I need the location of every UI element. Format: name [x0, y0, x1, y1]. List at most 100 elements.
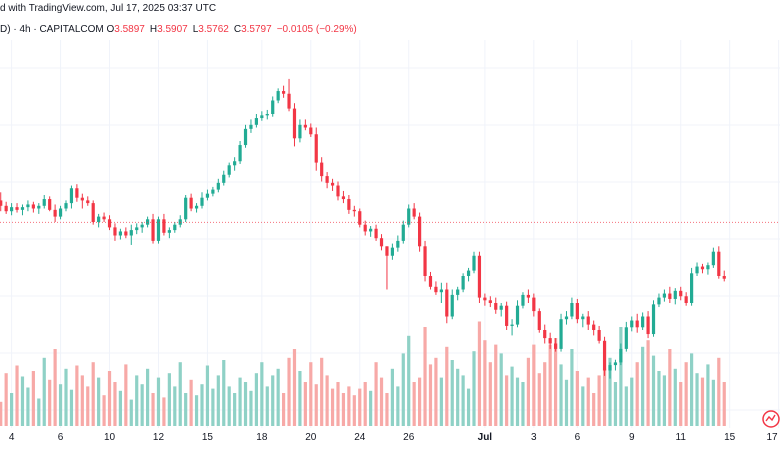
candle-body	[309, 127, 313, 135]
candle-body	[690, 273, 694, 303]
candle-body	[298, 124, 302, 139]
candle-body	[706, 265, 710, 270]
symbol-legend: D) · 4h · CAPITALCOM O3.5897 H3.5907 L3.57…	[0, 24, 362, 35]
volume-bar	[379, 377, 384, 426]
volume-bar	[298, 371, 302, 426]
volume-bar	[325, 375, 329, 426]
candle-body	[15, 207, 19, 210]
volume-bar	[320, 357, 324, 426]
candle-body	[412, 208, 416, 217]
volume-bar	[526, 357, 530, 426]
candle-body	[265, 114, 269, 116]
candle-body	[303, 124, 307, 128]
volume-bars	[0, 321, 726, 426]
volume-bar	[64, 368, 68, 426]
x-tick-label: 26	[403, 432, 415, 443]
volume-bar	[189, 379, 193, 426]
volume-bar	[472, 351, 476, 426]
candle-body	[548, 338, 552, 344]
candle-body	[37, 205, 41, 209]
ohlc-value: 3.5907	[157, 24, 188, 35]
volume-bar	[118, 390, 122, 426]
volume-bar	[477, 321, 482, 426]
candle-body	[238, 145, 242, 162]
candle-body	[554, 343, 558, 349]
volume-bar	[15, 365, 19, 426]
candle-body	[374, 228, 378, 239]
candle-body	[325, 176, 329, 183]
volume-bar	[330, 388, 335, 426]
candle-body	[684, 296, 688, 303]
volume-bar	[135, 375, 139, 426]
candle-body	[314, 134, 318, 163]
volume-bar	[494, 344, 498, 426]
candle-body	[472, 255, 476, 271]
candle-body	[619, 348, 623, 363]
candle-body	[135, 227, 139, 231]
candle-body	[330, 182, 335, 186]
volume-bar	[613, 382, 618, 426]
candle-body	[211, 189, 215, 194]
candle-body	[592, 324, 596, 330]
volume-bar	[53, 349, 57, 426]
volume-bar	[450, 360, 454, 426]
x-tick-label: 20	[305, 432, 317, 443]
candle-body	[173, 224, 177, 231]
volume-bar	[107, 371, 112, 426]
volume-bar	[265, 386, 269, 426]
ohlc-value: 3.5762	[198, 24, 229, 35]
candle-body	[156, 219, 161, 241]
volume-bar	[706, 364, 710, 426]
volume-bar	[515, 377, 520, 426]
candle-body	[418, 216, 422, 247]
volume-bar	[559, 364, 563, 426]
volume-bar	[211, 388, 215, 426]
candle-body	[200, 197, 204, 206]
volume-bar	[48, 379, 52, 426]
volume-bar	[184, 393, 188, 426]
x-tick-label: 17	[766, 432, 778, 443]
volume-bar	[651, 355, 656, 426]
candle-body	[521, 294, 525, 306]
candle-body	[379, 238, 384, 247]
candle-body	[352, 209, 356, 212]
volume-bar	[657, 371, 661, 426]
candle-body	[254, 118, 258, 125]
volume-bar	[439, 377, 443, 426]
volume-bar	[641, 346, 645, 426]
candle-body	[630, 320, 634, 328]
volume-bar	[369, 390, 373, 426]
volume-bar	[75, 365, 79, 426]
x-tick-label: 18	[256, 432, 268, 443]
candle-body	[581, 316, 585, 320]
volume-bar	[254, 373, 258, 426]
volume-bar	[401, 353, 405, 426]
candle-body	[586, 316, 590, 325]
volume-bar	[271, 375, 275, 426]
candle-body	[526, 294, 530, 298]
volume-bar	[700, 377, 705, 426]
volume-bar	[385, 393, 389, 426]
x-tick-label: 15	[724, 432, 736, 443]
volume-bar	[336, 382, 340, 426]
volume-bar	[510, 366, 514, 426]
candle-body	[543, 330, 547, 339]
ohlc-key: H	[149, 24, 158, 35]
candle-body	[494, 303, 498, 310]
candle-body	[276, 91, 280, 101]
volume-bar	[543, 362, 547, 426]
volume-bar	[20, 376, 25, 426]
candle-body	[20, 207, 25, 210]
candle-body	[271, 100, 275, 114]
volume-bar	[238, 377, 242, 426]
candle-body	[700, 266, 705, 270]
x-tick-label: 10	[104, 432, 116, 443]
volume-bar	[466, 388, 471, 426]
volume-bar	[445, 346, 449, 426]
x-tick-label: 9	[629, 432, 635, 443]
candle-body	[336, 185, 340, 197]
volume-bar	[222, 360, 226, 426]
ohlc-value: −0.0105 (−0.29%)	[276, 24, 357, 35]
volume-bar	[173, 386, 177, 426]
